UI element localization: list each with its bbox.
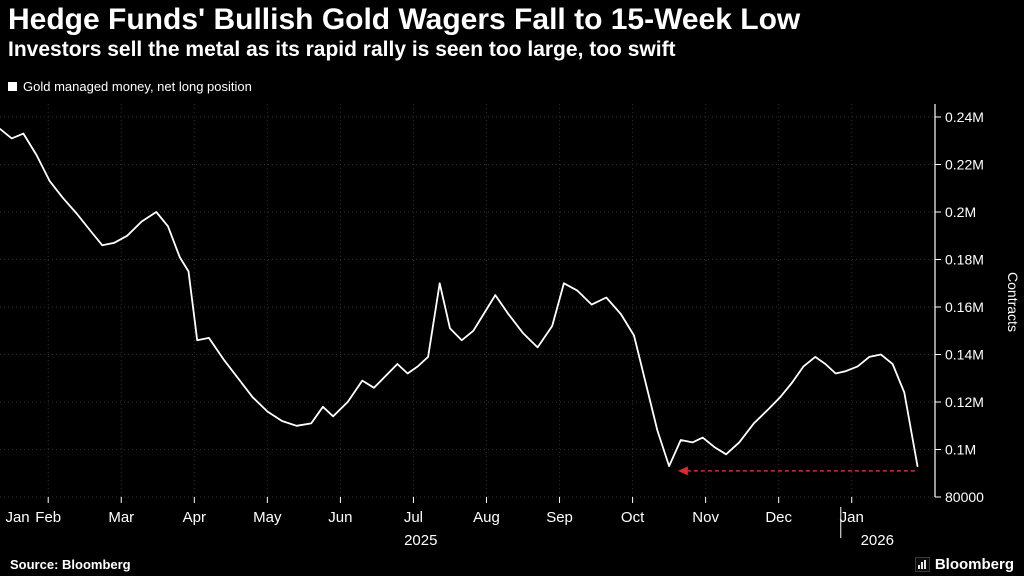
svg-text:May: May [253,509,282,526]
svg-text:Jul: Jul [404,509,423,526]
svg-text:0.12M: 0.12M [945,394,984,410]
svg-text:Oct: Oct [621,509,645,526]
svg-text:Feb: Feb [35,509,61,526]
svg-text:Jan: Jan [840,509,864,526]
chart-title: Hedge Funds' Bullish Gold Wagers Fall to… [8,3,801,36]
svg-text:Jan: Jan [5,509,29,526]
svg-text:Apr: Apr [183,509,206,526]
bloomberg-wordmark: Bloomberg [934,556,1014,573]
svg-text:80000: 80000 [945,489,984,505]
svg-text:0.24M: 0.24M [945,109,984,125]
svg-text:0.18M: 0.18M [945,252,984,268]
source-note: Source: Bloomberg [10,557,131,572]
bloomberg-logo-icon [914,557,930,572]
svg-text:2026: 2026 [861,532,894,549]
svg-text:0.2M: 0.2M [945,204,976,220]
svg-text:Aug: Aug [473,509,500,526]
svg-text:Mar: Mar [108,509,134,526]
svg-text:0.16M: 0.16M [945,299,984,315]
chart-header: Hedge Funds' Bullish Gold Wagers Fall to… [8,3,800,61]
svg-text:Sep: Sep [546,509,573,526]
line-chart: 0.24M 0.22M 0.2M 0.18M 0.16M 0.14M 0.12M 0.1M 80… [0,104,1021,549]
svg-text:0.14M: 0.14M [945,347,984,363]
bloomberg-brand: Bloomberg [914,556,1014,573]
svg-text:Contracts: Contracts [1005,272,1021,332]
svg-text:0.22M: 0.22M [945,157,984,173]
legend-swatch-icon [8,82,17,91]
legend-label: Gold managed money, net long position [23,79,252,94]
chart-footer: Source: Bloomberg Bloomberg [0,556,1024,573]
svg-text:Dec: Dec [765,509,792,526]
chart-subtitle: Investors sell the metal as its rapid ra… [8,38,676,61]
svg-text:2025: 2025 [404,532,437,549]
svg-text:0.1M: 0.1M [945,442,976,458]
svg-text:Jun: Jun [328,509,352,526]
svg-text:Nov: Nov [692,509,719,526]
legend: Gold managed money, net long position [8,79,252,94]
